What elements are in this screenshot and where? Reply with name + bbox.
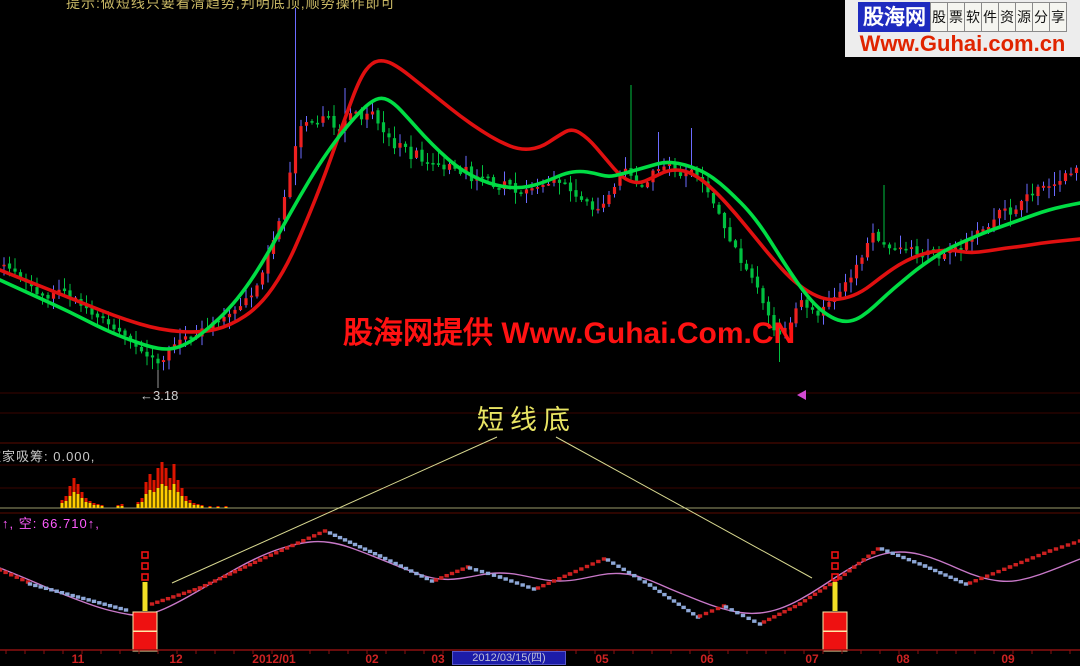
moving-averages (0, 59, 1080, 351)
gridlines (0, 392, 1080, 514)
axis-month-label: 07 (805, 652, 819, 666)
selected-date-box: 2012/03/15(四) (452, 651, 566, 665)
axis-month-label: 12 (169, 652, 183, 666)
logo-top-row: 股海网 股票软件资源分享 (858, 2, 1067, 32)
accumulation-indicator-label: 庄家吸筹: 0.000, (0, 449, 96, 464)
logo-tagline-char: 件 (981, 2, 999, 32)
axis-month-label: 09 (1001, 652, 1015, 666)
axis-month-label: 08 (896, 652, 910, 666)
logo-url: Www.Guhai.com.cn (859, 31, 1066, 56)
logo-tagline-char: 票 (947, 2, 965, 32)
axis-month-label: 05 (595, 652, 609, 666)
oscillator-layer (0, 529, 1080, 626)
axis-month-label: 2012/01 (252, 652, 296, 666)
logo-tagline-char: 享 (1049, 2, 1067, 32)
oscillator-indicator-label: ↑, 空: 66.710↑, (2, 516, 100, 531)
cursor-triangle-icon (797, 390, 806, 400)
axis-month-label: 11 (71, 652, 85, 666)
short-term-bottom-label: 短线底 (477, 405, 576, 436)
axis-month-label: 02 (365, 652, 379, 666)
buy-signal-marker-2 (822, 551, 848, 652)
axis-month-label: 03 (431, 652, 445, 666)
low-price-label: ←3.18 (140, 388, 179, 403)
logo-tagline-char: 股 (930, 2, 948, 32)
logo-tagline: 股票软件资源分享 (930, 2, 1067, 32)
annotation-lines (171, 436, 813, 584)
logo-site-name: 股海网 (858, 2, 931, 32)
logo-tagline-char: 资 (998, 2, 1016, 32)
watermark-text: 股海网提供 Www.Guhai.Com.CN (343, 317, 796, 350)
ma-fast-green-line (0, 96, 1080, 351)
time-axis: 11 12 2012/01 02 03 05 06 07 08 09 (0, 652, 1080, 666)
axis-month-label: 06 (700, 652, 714, 666)
logo-tagline-char: 分 (1032, 2, 1050, 32)
ma-slow-red-line (0, 59, 1080, 334)
oscillator-signal-line (0, 540, 1080, 616)
logo-tagline-char: 源 (1015, 2, 1033, 32)
site-logo: 股海网 股票软件资源分享 Www.Guhai.com.cn (845, 0, 1080, 57)
accumulation-histogram (60, 462, 228, 508)
logo-tagline-char: 软 (964, 2, 982, 32)
buy-signal-marker-1 (132, 551, 158, 652)
hint-text: 提示:做短线只要看清趋势,判明底顶,顺势操作即可 (66, 0, 396, 11)
